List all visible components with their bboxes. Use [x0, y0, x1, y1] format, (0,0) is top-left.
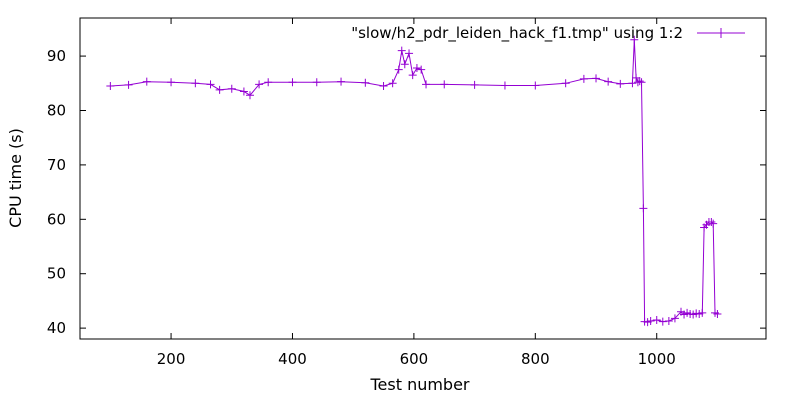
y-tick-label: 50 [47, 265, 66, 283]
x-tick-label: 1000 [638, 350, 676, 368]
data-point [106, 82, 115, 91]
x-axis: 200 400 600 800 1000 [157, 18, 676, 368]
data-point [412, 64, 421, 73]
data-point [579, 74, 588, 83]
y-tick-label: 70 [47, 156, 66, 174]
data-point [245, 91, 254, 100]
data-point [632, 73, 641, 82]
data-point [206, 80, 215, 89]
data-point [628, 79, 637, 88]
x-axis-label: Test number [369, 375, 469, 394]
x-tick-label: 600 [400, 350, 429, 368]
data-point [408, 71, 417, 80]
data-point [264, 78, 273, 87]
data-point [337, 77, 346, 86]
data-point [422, 80, 431, 89]
data-point [167, 78, 176, 87]
data-point [531, 81, 540, 90]
legend-label: "slow/h2_pdr_leiden_hack_f1.tmp" using 1… [351, 24, 683, 43]
y-tick-label: 60 [47, 210, 66, 228]
data-point [361, 78, 370, 87]
data-point [397, 46, 406, 55]
y-tick-label: 40 [47, 319, 66, 337]
data-point [312, 78, 321, 87]
data-point [255, 80, 264, 89]
x-tick-label: 800 [521, 350, 550, 368]
data-point [646, 317, 655, 326]
data-point [470, 80, 479, 89]
data-point [379, 82, 388, 91]
series-layer [106, 35, 722, 327]
data-point [639, 204, 648, 213]
y-tick-label: 80 [47, 101, 66, 119]
data-point [604, 77, 613, 86]
data-point [124, 80, 133, 89]
plot-frame [79, 17, 767, 340]
data-point [635, 77, 644, 86]
x-tick-label: 400 [278, 350, 307, 368]
data-point [664, 317, 673, 326]
data-point [405, 49, 414, 58]
series-line [110, 39, 718, 323]
data-point [709, 219, 718, 228]
data-point [713, 309, 722, 318]
data-point [698, 308, 707, 317]
data-point [561, 79, 570, 88]
data-point [288, 78, 297, 87]
data-point [239, 87, 248, 96]
legend: "slow/h2_pdr_leiden_hack_f1.tmp" using 1… [351, 24, 745, 43]
y-axis-label: CPU time (s) [6, 128, 25, 228]
data-point [658, 317, 667, 326]
data-point [215, 85, 224, 94]
data-point [440, 80, 449, 89]
data-point [142, 77, 151, 86]
data-point [637, 78, 646, 87]
x-tick-label: 200 [157, 350, 186, 368]
data-point [630, 35, 639, 44]
data-point [417, 65, 426, 74]
data-point [616, 79, 625, 88]
data-point [707, 218, 716, 227]
data-point [227, 84, 236, 93]
y-tick-label: 90 [47, 47, 66, 65]
data-point [500, 81, 509, 90]
data-point [670, 314, 679, 323]
data-point [400, 60, 409, 69]
data-point [388, 79, 397, 88]
data-point [394, 65, 403, 74]
y-axis: 40 50 60 70 80 90 [47, 47, 766, 337]
data-point [191, 79, 200, 88]
data-point [652, 315, 661, 324]
data-point [592, 74, 601, 83]
